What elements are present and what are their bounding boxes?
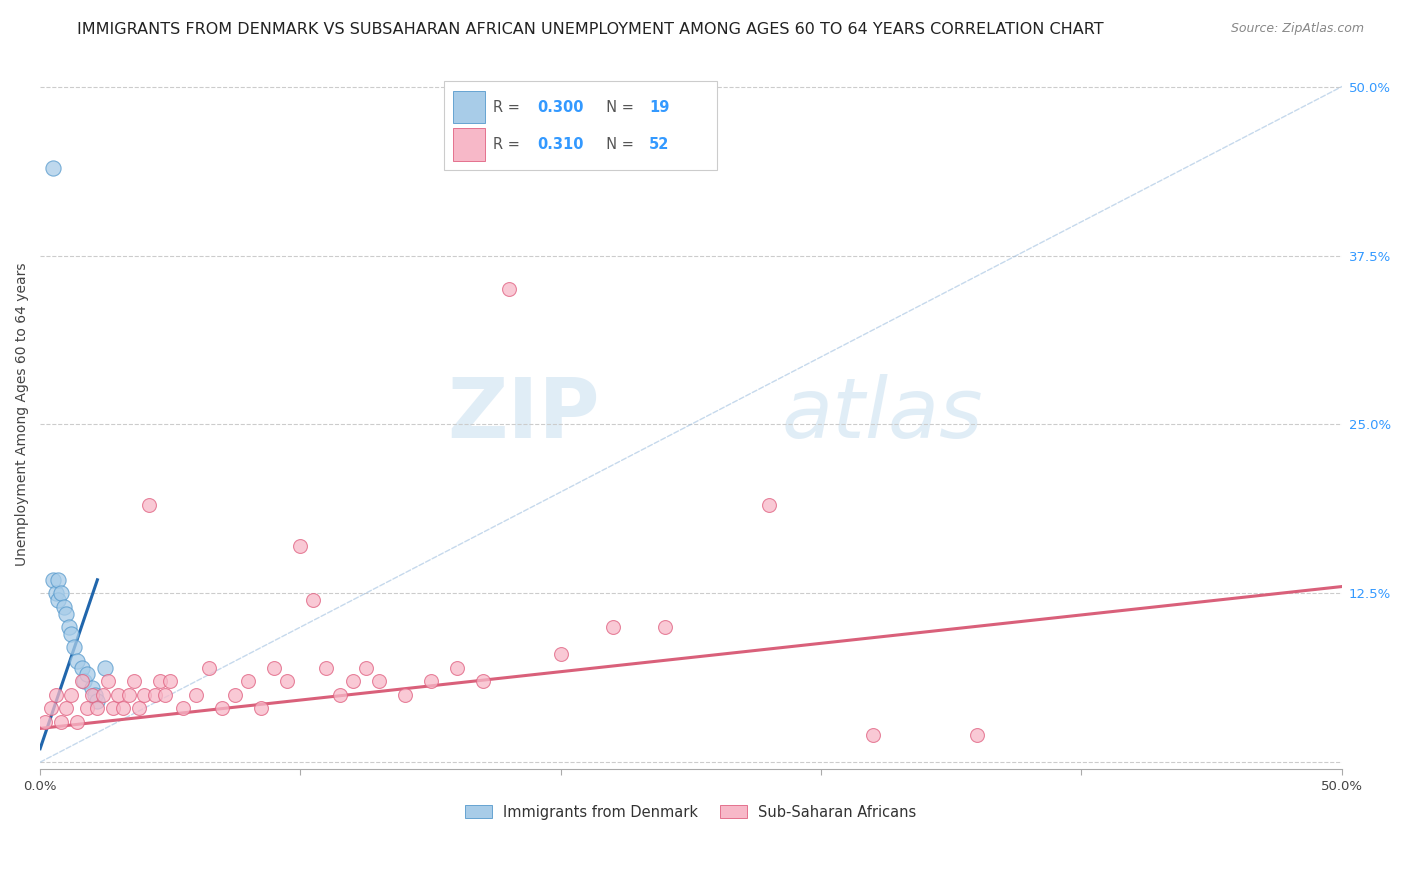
Point [70, 674, 93, 689]
Point [471, 674, 494, 689]
Text: 0.310: 0.310 [537, 137, 583, 153]
Point [224, 688, 246, 702]
Point [55, 701, 77, 715]
Point [60, 688, 83, 702]
Text: IMMIGRANTS FROM DENMARK VS SUBSAHARAN AFRICAN UNEMPLOYMENT AMONG AGES 60 TO 64 Y: IMMIGRANTS FROM DENMARK VS SUBSAHARAN AF… [77, 22, 1104, 37]
Point [45, 688, 67, 702]
Point [70, 660, 93, 674]
Point [52, 599, 75, 614]
Point [42, 573, 65, 587]
Point [862, 728, 884, 742]
Point [550, 647, 572, 661]
Point [446, 660, 468, 674]
Text: atlas: atlas [782, 374, 984, 455]
Point [46, 593, 69, 607]
Point [143, 688, 166, 702]
Point [498, 282, 520, 296]
Point [149, 674, 172, 689]
FancyBboxPatch shape [453, 128, 485, 161]
Point [758, 499, 780, 513]
Point [367, 674, 389, 689]
Point [65, 654, 87, 668]
Point [97, 674, 120, 689]
Point [46, 573, 69, 587]
Point [172, 701, 194, 715]
Text: N =: N = [598, 137, 638, 153]
Point [82, 688, 104, 702]
Point [49, 714, 72, 729]
Text: R =: R = [494, 137, 524, 153]
Point [101, 701, 124, 715]
Point [86, 694, 108, 708]
Text: N =: N = [598, 100, 638, 115]
Point [302, 593, 325, 607]
Text: 0.300: 0.300 [537, 100, 583, 115]
Point [82, 681, 104, 695]
Point [45, 586, 67, 600]
Point [63, 640, 86, 655]
Point [76, 701, 98, 715]
Point [107, 688, 129, 702]
Point [263, 660, 285, 674]
Point [112, 701, 135, 715]
Point [134, 688, 156, 702]
Point [94, 660, 117, 674]
Point [39, 701, 62, 715]
Point [328, 688, 350, 702]
Point [290, 539, 312, 553]
Point [65, 714, 87, 729]
Point [250, 701, 273, 715]
Text: 52: 52 [650, 137, 669, 153]
Point [186, 688, 208, 702]
Point [159, 674, 181, 689]
Point [86, 701, 108, 715]
Point [117, 688, 139, 702]
Point [55, 607, 77, 621]
Point [198, 660, 221, 674]
Point [211, 701, 233, 715]
Text: ZIP: ZIP [447, 374, 600, 455]
Point [153, 688, 176, 702]
Point [354, 660, 377, 674]
Text: Source: ZipAtlas.com: Source: ZipAtlas.com [1230, 22, 1364, 36]
Point [602, 620, 624, 634]
Text: 19: 19 [650, 100, 669, 115]
Point [342, 674, 364, 689]
Point [73, 674, 96, 689]
Point [654, 620, 676, 634]
Point [419, 674, 441, 689]
Y-axis label: Unemployment Among Ages 60 to 64 years: Unemployment Among Ages 60 to 64 years [15, 262, 30, 566]
Point [315, 660, 337, 674]
Point [49, 586, 72, 600]
Point [966, 728, 988, 742]
Legend: Immigrants from Denmark, Sub-Saharan Africans: Immigrants from Denmark, Sub-Saharan Afr… [460, 799, 922, 825]
Point [60, 627, 83, 641]
Point [91, 688, 114, 702]
Point [34, 714, 56, 729]
Point [58, 620, 80, 634]
Point [394, 688, 416, 702]
Point [83, 688, 105, 702]
FancyBboxPatch shape [444, 81, 717, 169]
Point [76, 667, 98, 681]
Point [276, 674, 298, 689]
Point [122, 674, 145, 689]
Text: R =: R = [494, 100, 524, 115]
Point [42, 161, 65, 175]
Point [138, 499, 160, 513]
FancyBboxPatch shape [453, 91, 485, 123]
Point [128, 701, 150, 715]
Point [238, 674, 260, 689]
